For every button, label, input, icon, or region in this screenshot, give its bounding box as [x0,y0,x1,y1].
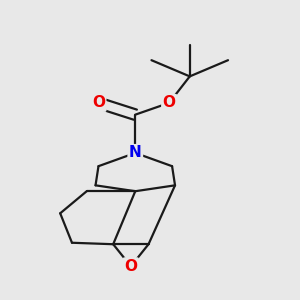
Text: O: O [124,259,137,274]
Text: O: O [92,95,105,110]
Text: O: O [163,95,176,110]
Text: N: N [129,146,142,160]
